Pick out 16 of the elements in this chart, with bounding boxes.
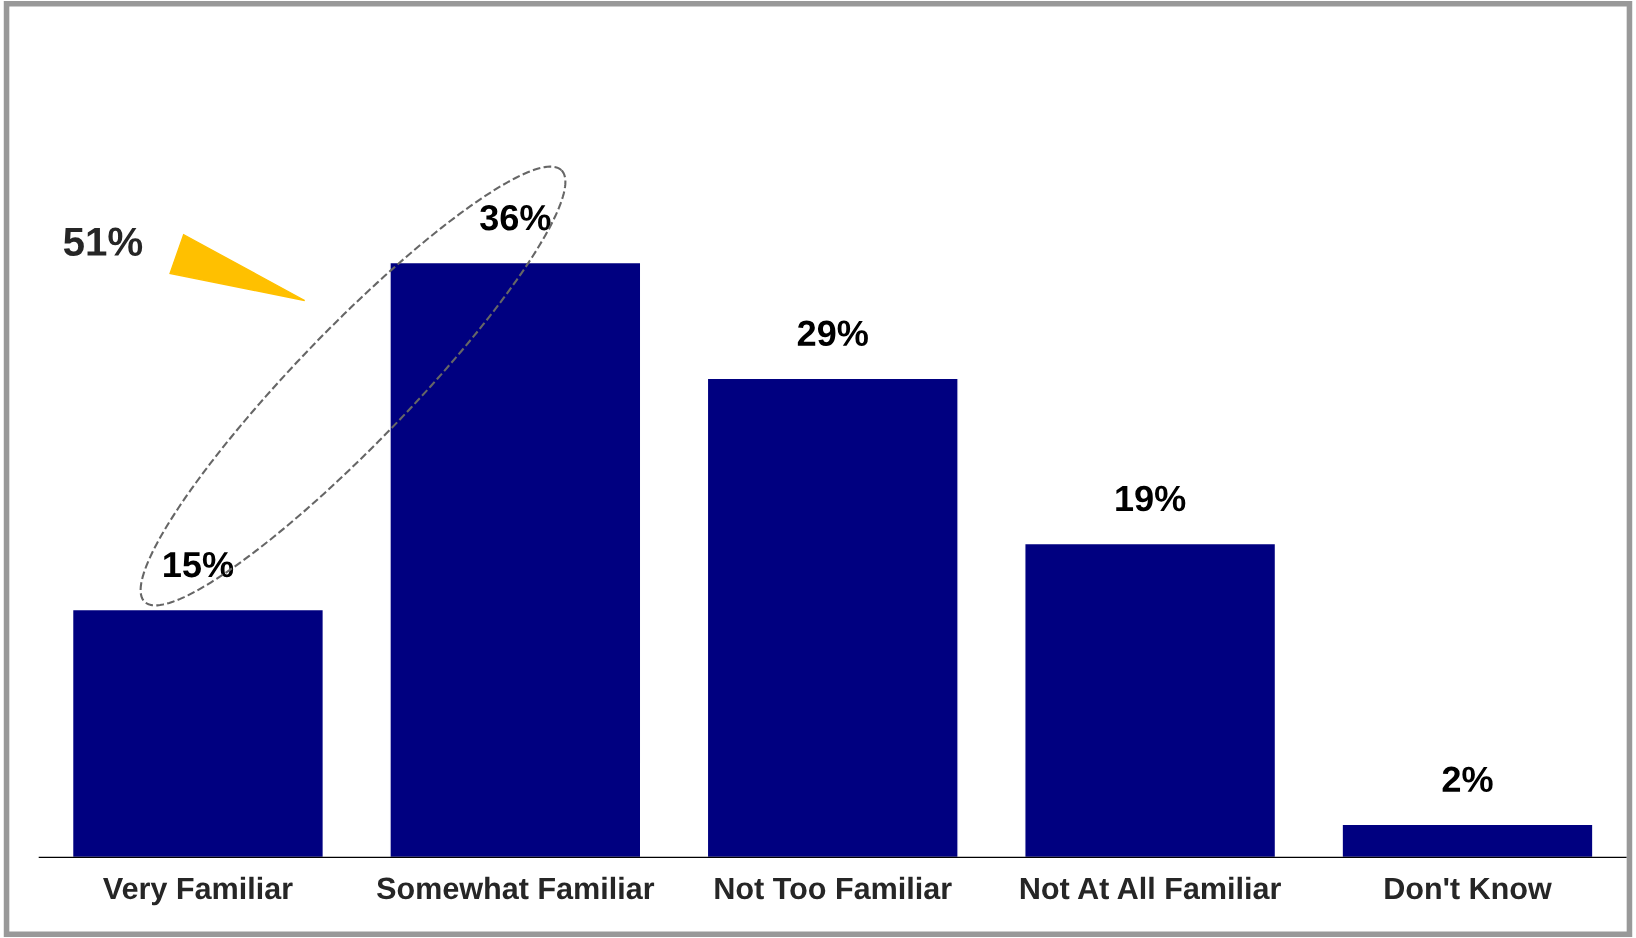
data-label: 15%: [164, 551, 234, 578]
x-tick-label: Very Familiar: [103, 876, 293, 906]
x-tick-label: Somewhat Familiar: [376, 876, 655, 900]
bar: [389, 261, 642, 858]
data-label: 36%: [480, 204, 551, 231]
text: 51%: [63, 227, 143, 257]
x-tick-label: Don't Know: [1385, 877, 1552, 900]
bar: [1024, 542, 1277, 858]
x-tick-label: Not Too Familiar: [715, 876, 952, 900]
bar: [706, 377, 959, 858]
x-tick-label: Not At All Familiar: [1020, 876, 1281, 900]
data-label: 2%: [1442, 766, 1493, 793]
bar: [1341, 823, 1594, 858]
bar: [71, 608, 325, 858]
data-label: 19%: [1116, 485, 1186, 512]
data-label: 29%: [797, 320, 868, 347]
